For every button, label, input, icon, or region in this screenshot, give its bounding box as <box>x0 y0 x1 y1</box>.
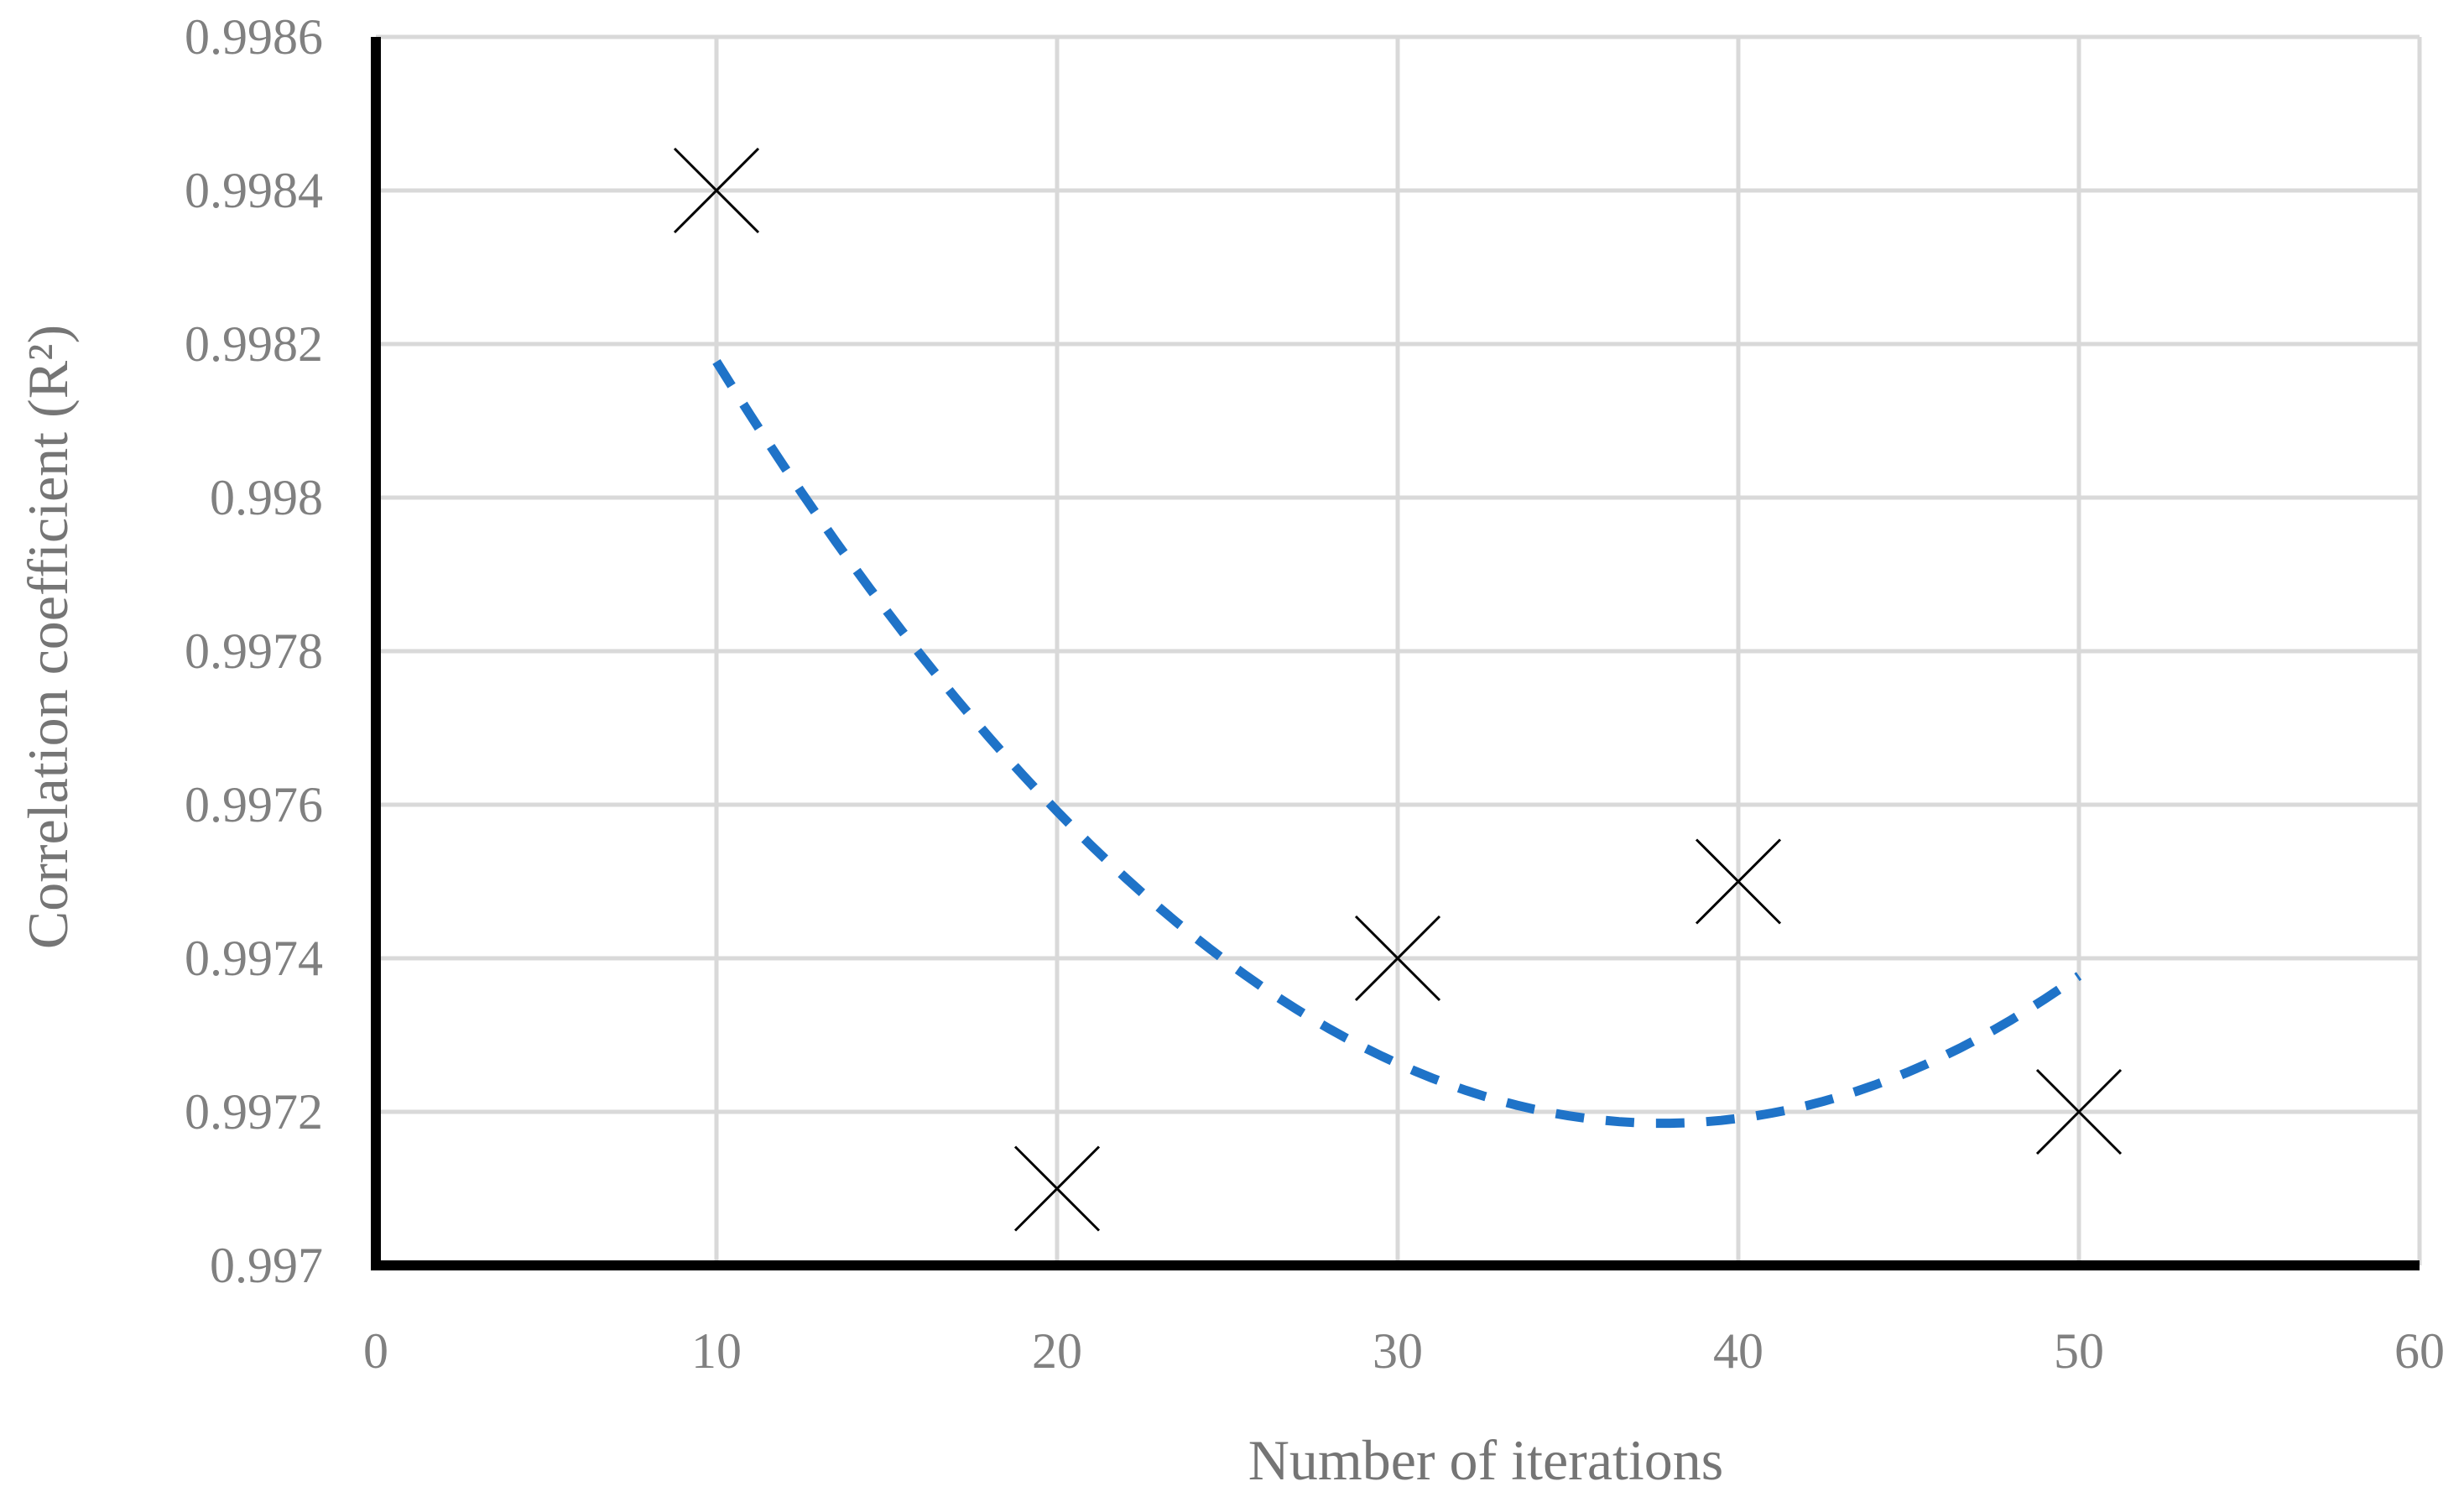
marker-stroke <box>2035 1068 2123 1155</box>
x-tick-label: 30 <box>1373 1323 1423 1379</box>
data-point-marker <box>1013 1145 1101 1232</box>
y-axis-title: Correlation coefficient (R²) <box>16 325 80 949</box>
y-tick-label: 0.9978 <box>185 623 323 679</box>
data-point-marker <box>2035 1068 2123 1155</box>
x-tick-label: 10 <box>691 1323 742 1379</box>
x-tick-label: 0 <box>363 1323 388 1379</box>
marker-stroke <box>1354 915 1441 1002</box>
data-point-marker <box>1354 915 1441 1002</box>
y-tick-label: 0.9984 <box>185 163 323 218</box>
y-tick-label: 0.997 <box>210 1238 323 1293</box>
x-tick-label: 40 <box>1713 1323 1763 1379</box>
y-tick-label: 0.998 <box>210 470 323 525</box>
y-tick-label: 0.9974 <box>185 931 323 986</box>
marker-stroke <box>1695 838 1782 925</box>
data-point-marker <box>673 147 760 234</box>
marker-stroke <box>673 147 760 234</box>
x-tick-label: 50 <box>2054 1323 2104 1379</box>
x-axis-title: Number of iterations <box>1248 1428 1724 1492</box>
axes <box>371 37 2420 1270</box>
marker-stroke <box>1013 1145 1101 1232</box>
y-tick-label: 0.9982 <box>185 316 323 372</box>
gridlines <box>376 34 2422 1265</box>
y-tick-labels: 0.997 0.9972 0.9974 0.9976 0.9978 0.998 0.9982… <box>185 9 323 1293</box>
y-tick-label: 0.9986 <box>185 9 323 65</box>
x-tick-labels: 0 10 20 30 40 50 60 <box>363 1323 2445 1379</box>
data-point-marker <box>1695 838 1782 925</box>
y-tick-label: 0.9972 <box>185 1084 323 1140</box>
data-points <box>673 147 2123 1232</box>
y-tick-label: 0.9976 <box>185 777 323 832</box>
x-tick-label: 20 <box>1032 1323 1082 1379</box>
x-tick-label: 60 <box>2394 1323 2445 1379</box>
